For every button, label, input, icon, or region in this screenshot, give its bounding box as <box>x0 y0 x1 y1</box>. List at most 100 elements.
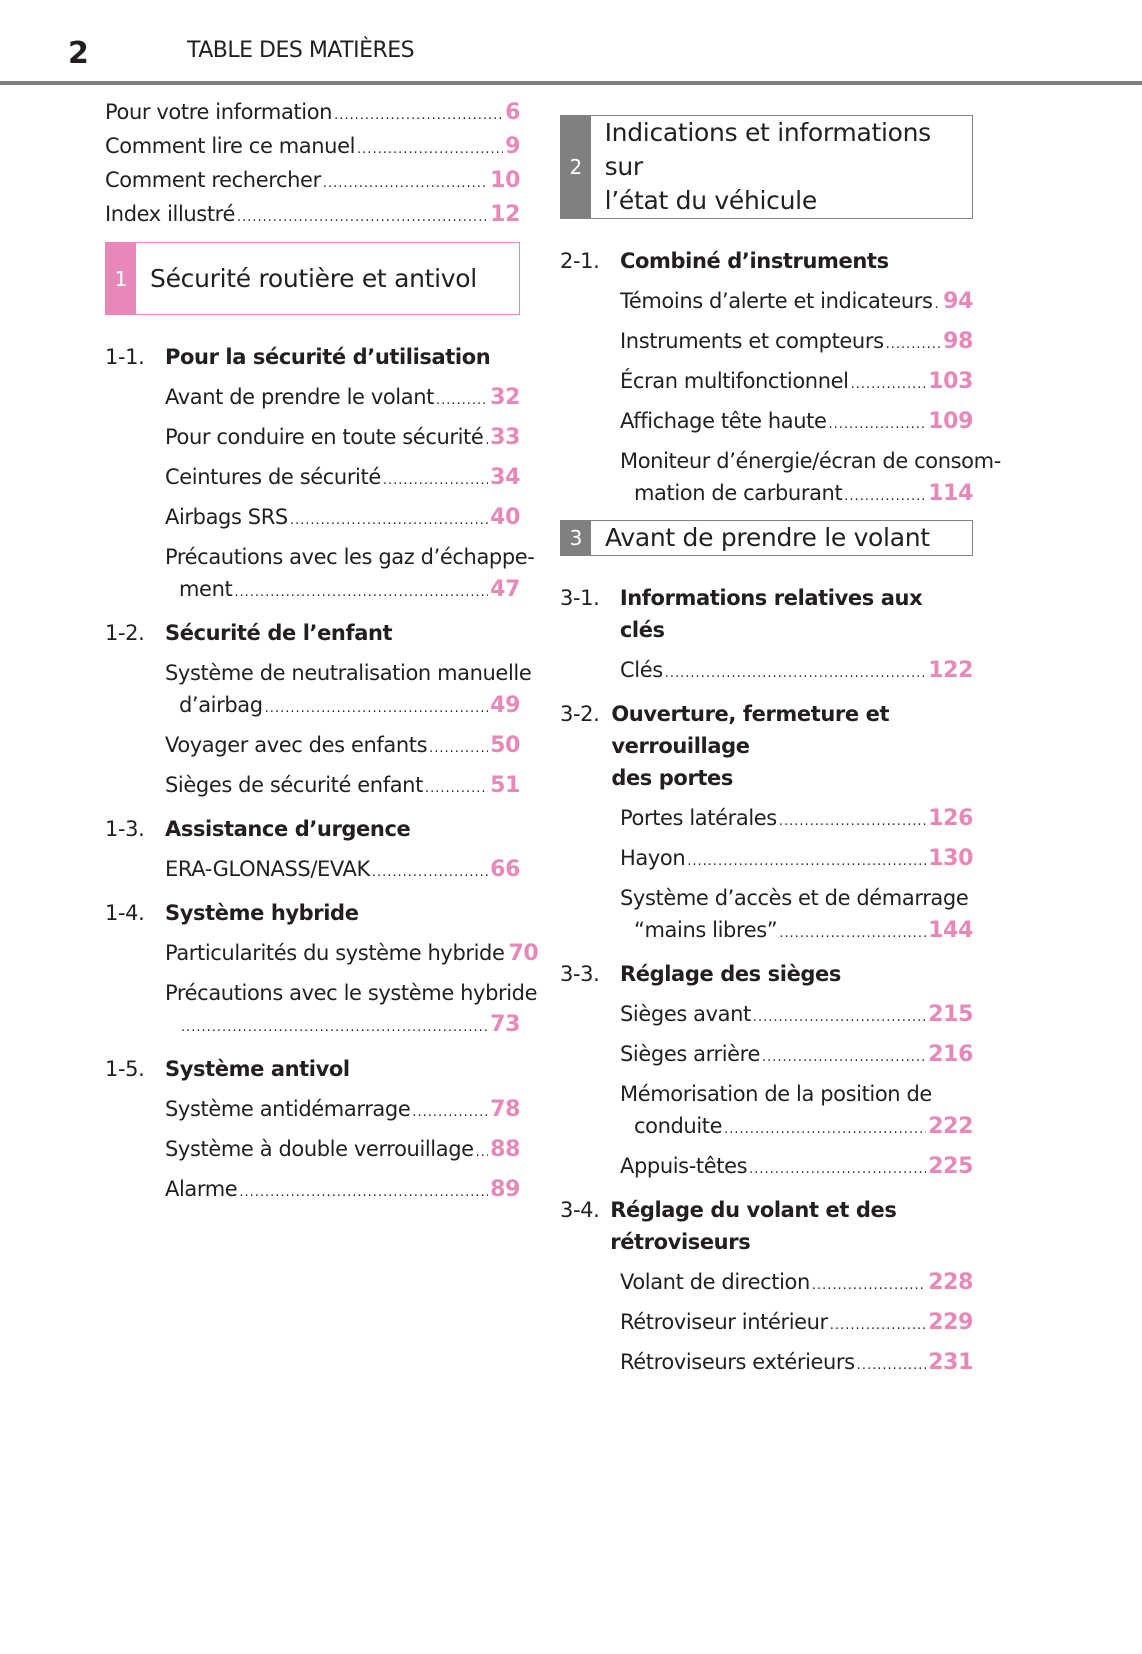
toc-entry[interactable]: Appuis-têtes 225 <box>560 1150 973 1182</box>
page-link[interactable]: 78 <box>490 1097 520 1122</box>
toc-entry[interactable]: Sièges avant 215 <box>560 998 973 1030</box>
toc-entry[interactable]: Mémorisation de la position de conduite 22… <box>560 1078 973 1142</box>
toc-entry[interactable]: Index illustré 12 <box>105 197 520 231</box>
toc-entry[interactable]: Comment lire ce manuel 9 <box>105 129 520 163</box>
toc-entry[interactable]: ERA-GLONASS/EVAK 66 <box>105 853 520 885</box>
page-link[interactable]: 40 <box>490 505 520 530</box>
section-heading[interactable]: 1-2. Sécurité de l’enfant <box>105 617 520 649</box>
toc-entry[interactable]: Pour votre information 6 <box>105 95 520 129</box>
chapter-title-line: l’état du véhicule <box>604 186 818 215</box>
toc-entry[interactable]: Airbags SRS 40 <box>105 501 520 533</box>
page-link[interactable]: 32 <box>490 385 520 410</box>
toc-entry[interactable]: Rétroviseur intérieur 229 <box>560 1306 973 1338</box>
toc-entry[interactable]: Système à double verrouillage 88 <box>105 1133 520 1165</box>
toc-entry-text: Comment lire ce manuel <box>105 134 356 158</box>
toc-entry[interactable]: Instruments et compteurs 98 <box>560 325 973 357</box>
chapter-title: Sécurité routière et antivol <box>136 243 477 314</box>
chapter-box[interactable]: 2 Indications et informations sur l’état d… <box>560 115 973 219</box>
section-heading[interactable]: 3-4. Réglage du volant et des rétroviseur… <box>560 1194 973 1258</box>
chapter-box[interactable]: 1 Sécurité routière et antivol <box>105 242 520 315</box>
toc-entry-line: Écran multifonctionnel 103 <box>620 365 973 397</box>
toc-entry[interactable]: Témoins d’alerte et indicateurs 94 <box>560 285 973 317</box>
toc-entry[interactable]: Affichage tête haute 109 <box>560 405 973 437</box>
page-link[interactable]: 34 <box>490 465 520 490</box>
toc-entry[interactable]: Pour conduire en toute sécurité33 <box>105 421 520 453</box>
toc-entry[interactable]: Voyager avec des enfants 50 <box>105 729 520 761</box>
page-link[interactable]: 103 <box>928 369 973 394</box>
toc-entry[interactable]: Avant de prendre le volant 32 <box>105 381 520 413</box>
toc-entry[interactable]: Rétroviseurs extérieurs 231 <box>560 1346 973 1378</box>
toc-entry[interactable]: Écran multifonctionnel 103 <box>560 365 973 397</box>
toc-entry[interactable]: Clés 122 <box>560 654 973 686</box>
section-heading[interactable]: 3-3. Réglage des sièges <box>560 958 973 990</box>
section-heading[interactable]: 1-5. Système antivol <box>105 1053 520 1085</box>
toc-entry[interactable]: Sièges de sécurité enfant 51 <box>105 769 520 801</box>
section-heading[interactable]: 1-1. Pour la sécurité d’utilisation <box>105 341 520 373</box>
toc-entry[interactable]: Précautions avec les gaz d’échappe-ment 4… <box>105 541 535 605</box>
page-link[interactable]: 225 <box>928 1154 973 1179</box>
toc-entry[interactable]: Hayon 130 <box>560 842 973 874</box>
page-link[interactable]: 33 <box>490 425 520 450</box>
page-link[interactable]: 144 <box>928 918 973 943</box>
toc-entry[interactable]: Précautions avec le système hybride 73 <box>105 977 538 1041</box>
toc-entry-text: ERA-GLONASS/EVAK <box>165 857 370 881</box>
section-number: 3-2. <box>560 702 600 726</box>
toc-entry-line: Rétroviseurs extérieurs 231 <box>620 1346 973 1378</box>
page-link[interactable]: 94 <box>943 289 973 314</box>
toc-entry[interactable]: Système d’accès et de démarrage “mains li… <box>560 882 973 946</box>
toc-entry[interactable]: Portes latérales 126 <box>560 802 973 834</box>
page-link[interactable]: 231 <box>928 1350 973 1375</box>
section-number: 1-5. <box>105 1057 145 1081</box>
chapter-box[interactable]: 3 Avant de prendre le volant <box>560 520 973 556</box>
page-link[interactable]: 51 <box>490 773 520 798</box>
toc-entry-text: mation de carburant <box>634 481 843 505</box>
page-link[interactable]: 222 <box>928 1114 973 1139</box>
page-link[interactable]: 109 <box>928 409 973 434</box>
section-number: 1-1. <box>105 345 145 369</box>
page-link[interactable]: 66 <box>490 857 520 882</box>
toc-entry[interactable]: Ceintures de sécurité 34 <box>105 461 520 493</box>
toc-entry[interactable]: Comment rechercher 10 <box>105 163 520 197</box>
toc-entry[interactable]: Système de neutralisation manuelle d’airb… <box>105 657 532 721</box>
page-link[interactable]: 126 <box>928 806 973 831</box>
page-link[interactable]: 47 <box>490 577 520 602</box>
page-link[interactable]: 9 <box>505 134 520 159</box>
page-link[interactable]: 122 <box>928 658 973 683</box>
toc-entry-line: Système d’accès et de démarrage <box>620 882 973 914</box>
section-heading[interactable]: 3-1. Informations relatives aux clés <box>560 582 973 646</box>
page-link[interactable]: 216 <box>928 1042 973 1067</box>
section-heading[interactable]: 3-2. Ouverture, fermeture et verrouillage… <box>560 698 973 794</box>
page-link[interactable]: 73 <box>490 1012 520 1037</box>
page-link[interactable]: 49 <box>490 693 520 718</box>
toc-entry[interactable]: Particularités du système hybride 70 <box>105 937 539 969</box>
toc-entry-text: Particularités du système hybride <box>165 941 505 965</box>
page-link[interactable]: 6 <box>505 100 520 125</box>
section-title-line: Pour la sécurité d’utilisation <box>165 345 491 369</box>
page-link[interactable]: 50 <box>490 733 520 758</box>
toc-entry-line: Voyager avec des enfants 50 <box>165 729 520 761</box>
page-link[interactable]: 12 <box>490 202 520 227</box>
page-link[interactable]: 229 <box>928 1310 973 1335</box>
page-link[interactable]: 89 <box>490 1177 520 1202</box>
toc-entry-line: Index illustré 12 <box>105 197 520 231</box>
toc-entry[interactable]: Alarme 89 <box>105 1173 520 1205</box>
page-link[interactable]: 130 <box>928 846 973 871</box>
page-link[interactable]: 70 <box>508 941 539 966</box>
page-link[interactable]: 10 <box>490 168 520 193</box>
section-heading[interactable]: 1-3. Assistance d’urgence <box>105 813 520 845</box>
toc-entry[interactable]: Système antidémarrage 78 <box>105 1093 520 1125</box>
page-link[interactable]: 98 <box>943 329 973 354</box>
section-heading[interactable]: 1-4. Système hybride <box>105 897 520 929</box>
toc-left-column: Pour votre information 6 Comment lire ce m… <box>105 95 539 1205</box>
toc-entry-text: Moniteur d’énergie/écran de consom- <box>620 449 1001 473</box>
page-link[interactable]: 114 <box>928 481 973 506</box>
page-link[interactable]: 228 <box>928 1270 973 1295</box>
page-link[interactable]: 88 <box>490 1137 520 1162</box>
page-link[interactable]: 215 <box>928 1002 973 1027</box>
section-heading[interactable]: 2-1. Combiné d’instruments <box>560 245 973 277</box>
toc-entry[interactable]: Volant de direction 228 <box>560 1266 973 1298</box>
toc-entry[interactable]: Sièges arrière 216 <box>560 1038 973 1070</box>
section-title: Pour la sécurité d’utilisation <box>165 341 491 373</box>
toc-entry-text: conduite <box>634 1114 723 1138</box>
toc-entry[interactable]: Moniteur d’énergie/écran de consom-matio… <box>560 445 1001 509</box>
